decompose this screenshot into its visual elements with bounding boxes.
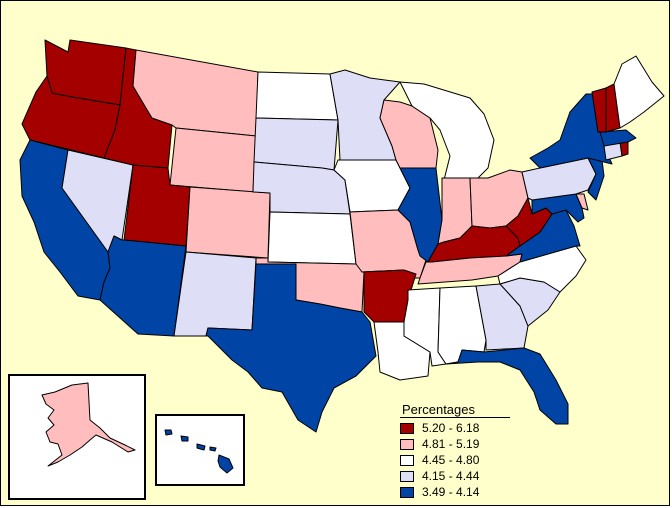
- state-nd: [255, 71, 339, 121]
- state-me: [613, 55, 665, 129]
- state-ny: [529, 93, 613, 169]
- legend-swatch: [400, 470, 414, 482]
- state-fl: [445, 347, 569, 425]
- legend-swatch: [400, 422, 414, 434]
- legend-label: 5.20 - 6.18: [422, 421, 480, 435]
- legend-item: 3.49 - 4.14: [400, 484, 512, 500]
- state-tx: [205, 263, 377, 433]
- legend-label: 3.49 - 4.14: [422, 485, 480, 499]
- legend-swatch: [400, 486, 414, 498]
- legend-item: 5.20 - 6.18: [400, 420, 512, 436]
- state-il: [397, 167, 443, 263]
- hawaii-inset-frame: [155, 414, 245, 486]
- state-wv: [505, 197, 553, 247]
- legend-label: 4.45 - 4.80: [422, 453, 480, 467]
- state-wy: [169, 127, 257, 193]
- state-ma: [599, 129, 637, 147]
- legend-label: 4.81 - 5.19: [422, 437, 480, 451]
- legend-item: 4.45 - 4.80: [400, 452, 512, 468]
- legend-swatch: [400, 454, 414, 466]
- state-de: [575, 193, 589, 211]
- legend-item: 4.15 - 4.44: [400, 468, 512, 484]
- state-az: [99, 235, 187, 337]
- legend-swatch: [400, 438, 414, 450]
- state-sd: [253, 117, 339, 171]
- legend: Percentages 5.20 - 6.18 4.81 - 5.19 4.45…: [400, 402, 512, 500]
- state-nm: [173, 251, 257, 337]
- state-hi: [164, 429, 234, 474]
- state-co: [185, 186, 271, 259]
- legend-label: 4.15 - 4.44: [422, 469, 480, 483]
- state-ks: [267, 211, 357, 265]
- state-ri: [619, 141, 629, 157]
- state-ak: [41, 382, 136, 467]
- legend-title: Percentages: [400, 402, 510, 418]
- legend-item: 4.81 - 5.19: [400, 436, 512, 452]
